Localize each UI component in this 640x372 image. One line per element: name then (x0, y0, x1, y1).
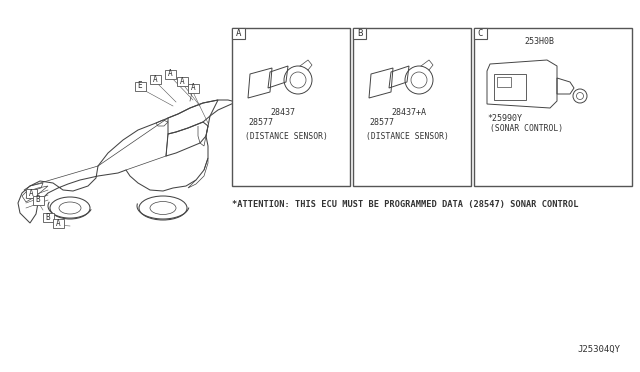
Bar (353, 28, 471, 186)
Text: 28577: 28577 (248, 118, 273, 127)
Bar (177, 77, 188, 86)
Bar (232, 28, 245, 39)
Text: 28577: 28577 (369, 118, 394, 127)
Text: A: A (29, 189, 33, 198)
Bar (353, 28, 366, 39)
Bar (33, 196, 44, 205)
Bar (52, 218, 63, 228)
Text: A: A (168, 70, 172, 78)
Bar (188, 83, 198, 93)
Bar (164, 70, 175, 78)
Text: 28437+A: 28437+A (391, 108, 426, 117)
Text: (DISTANCE SENSOR): (DISTANCE SENSOR) (366, 132, 449, 141)
Text: A: A (180, 77, 184, 86)
Bar (474, 28, 632, 186)
Text: B: B (36, 196, 40, 205)
Bar (474, 28, 487, 39)
Text: *ATTENTION: THIS ECU MUST BE PROGRAMMED DATA (28547) SONAR CONTROL: *ATTENTION: THIS ECU MUST BE PROGRAMMED … (232, 200, 579, 209)
Bar (494, 74, 526, 100)
Bar (150, 74, 161, 83)
Text: C: C (478, 29, 483, 38)
Text: A: A (236, 29, 241, 38)
Bar (497, 77, 511, 87)
Bar (134, 81, 145, 90)
Text: A: A (191, 83, 195, 93)
Text: A: A (56, 218, 60, 228)
Text: (DISTANCE SENSOR): (DISTANCE SENSOR) (245, 132, 328, 141)
Text: *25990Y: *25990Y (487, 114, 522, 123)
Text: B: B (45, 212, 51, 221)
Text: 28437: 28437 (270, 108, 295, 117)
Text: B: B (357, 29, 362, 38)
Text: 253H0B: 253H0B (524, 37, 554, 46)
Bar (42, 212, 54, 221)
Bar (232, 28, 350, 186)
Text: A: A (153, 74, 157, 83)
Bar (26, 189, 36, 198)
Text: E: E (138, 81, 142, 90)
Text: (SONAR CONTROL): (SONAR CONTROL) (490, 124, 563, 133)
Text: J25304QY: J25304QY (577, 345, 620, 354)
